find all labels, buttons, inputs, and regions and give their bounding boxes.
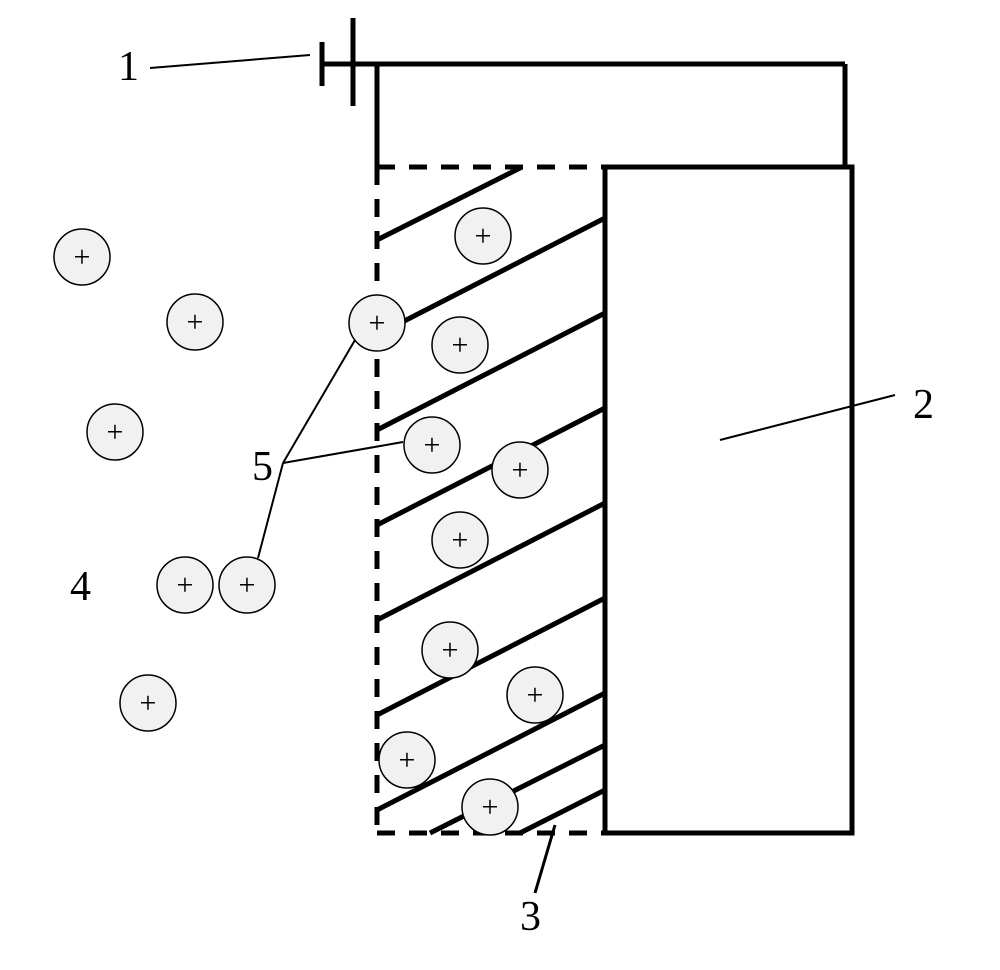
ion-in-block: + xyxy=(432,317,488,373)
label-4: 4 xyxy=(70,564,91,610)
ion-in-block: + xyxy=(455,208,511,264)
ion-free: + xyxy=(87,404,143,460)
ion-plus: + xyxy=(399,744,416,777)
leader-1 xyxy=(150,55,310,68)
ion-plus: + xyxy=(527,679,544,712)
ion-in-block: + xyxy=(422,622,478,678)
ion-plus: + xyxy=(512,454,529,487)
ion-free: + xyxy=(219,557,275,613)
solid-block xyxy=(605,167,852,833)
leader-5a xyxy=(283,442,403,463)
ion-plus: + xyxy=(369,307,386,340)
ion-plus: + xyxy=(424,429,441,462)
ion-plus: + xyxy=(187,306,204,339)
ion-free: + xyxy=(120,675,176,731)
ion-plus: + xyxy=(475,220,492,253)
ion-plus: + xyxy=(107,416,124,449)
ion-plus: + xyxy=(140,687,157,720)
leader-2 xyxy=(720,395,895,440)
ion-in-block: + xyxy=(404,417,460,473)
hatch-line xyxy=(377,598,605,715)
ion-in-block: + xyxy=(492,442,548,498)
hatch-line xyxy=(377,503,605,620)
hatch-line xyxy=(520,790,605,833)
ion-plus: + xyxy=(442,634,459,667)
label-1: 1 xyxy=(118,44,139,90)
label-3: 3 xyxy=(520,894,541,940)
label-5: 5 xyxy=(252,444,273,490)
ion-in-block: + xyxy=(349,295,405,351)
label-2: 2 xyxy=(913,382,934,428)
hatch-line xyxy=(377,313,605,430)
schematic-diagram: + + + + + + + + + + + + + + + +1 2 3 4 5 xyxy=(0,0,1000,970)
hatch-line xyxy=(430,745,605,833)
ion-in-block: + xyxy=(507,667,563,723)
ion-free: + xyxy=(54,229,110,285)
ion-free: + xyxy=(167,294,223,350)
ion-plus: + xyxy=(239,569,256,602)
ion-plus: + xyxy=(482,791,499,824)
ion-in-block: + xyxy=(432,512,488,568)
ion-plus: + xyxy=(452,329,469,362)
ion-plus: + xyxy=(177,569,194,602)
ion-in-block: + xyxy=(462,779,518,835)
ion-free: + xyxy=(157,557,213,613)
ion-plus: + xyxy=(74,241,91,274)
leader-5b xyxy=(283,340,355,463)
ion-in-block: + xyxy=(379,732,435,788)
ion-plus: + xyxy=(452,524,469,557)
